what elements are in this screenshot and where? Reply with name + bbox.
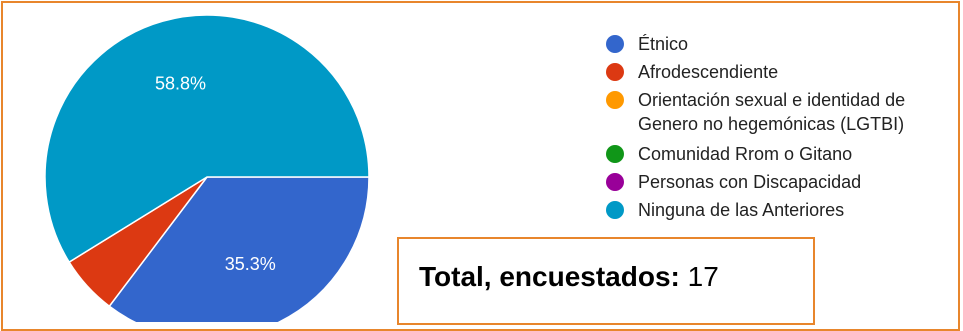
pie-slices (44, 14, 370, 322)
legend-item-lgtbi[interactable]: Orientación sexual e identidad de Genero… (606, 88, 905, 136)
legend-label-afrodescendiente: Afrodescendiente (638, 62, 779, 82)
legend-swatch-discapacidad (606, 173, 624, 191)
legend-label-discapacidad: Personas con Discapacidad (638, 172, 862, 192)
pie-slice-5[interactable] (44, 14, 370, 264)
pie-slice-0[interactable] (108, 176, 370, 322)
legend-swatch-lgtbi (606, 91, 624, 109)
legend-label-etnico: Étnico (638, 34, 689, 54)
legend-item-rrom[interactable]: Comunidad Rrom o Gitano (606, 142, 905, 166)
total-respondents-box: Total, encuestados: 17 (397, 237, 815, 325)
pie-chart: 35.3% 58.8% (44, 14, 370, 322)
legend-label-lgtbi-line1: Orientación sexual e identidad de (638, 90, 906, 110)
legend-swatch-etnico (606, 35, 624, 53)
legend-item-ninguna[interactable]: Ninguna de las Anteriores (606, 198, 905, 222)
legend: Étnico Afrodescendiente Orientación sexu… (606, 32, 905, 226)
pie-slice-label-0: 35.3% (225, 254, 276, 274)
pie-labels: 35.3% 58.8% (155, 74, 276, 275)
legend-item-discapacidad[interactable]: Personas con Discapacidad (606, 170, 905, 194)
legend-swatch-afrodescendiente (606, 63, 624, 81)
legend-swatch-rrom (606, 145, 624, 163)
total-label: Total, encuestados: (419, 261, 680, 292)
pie-slice-label-5: 58.8% (155, 74, 206, 94)
legend-label-rrom: Comunidad Rrom o Gitano (638, 144, 853, 164)
legend-item-afrodescendiente[interactable]: Afrodescendiente (606, 60, 905, 84)
legend-label-ninguna: Ninguna de las Anteriores (638, 200, 845, 220)
total-respondents-text: Total, encuestados: 17 (419, 261, 719, 293)
total-value: 17 (687, 261, 719, 292)
legend-label-lgtbi-line2: Genero no hegemónicas (LGTBI) (638, 114, 905, 134)
legend-swatch-ninguna (606, 201, 624, 219)
legend-item-etnico[interactable]: Étnico (606, 32, 905, 56)
